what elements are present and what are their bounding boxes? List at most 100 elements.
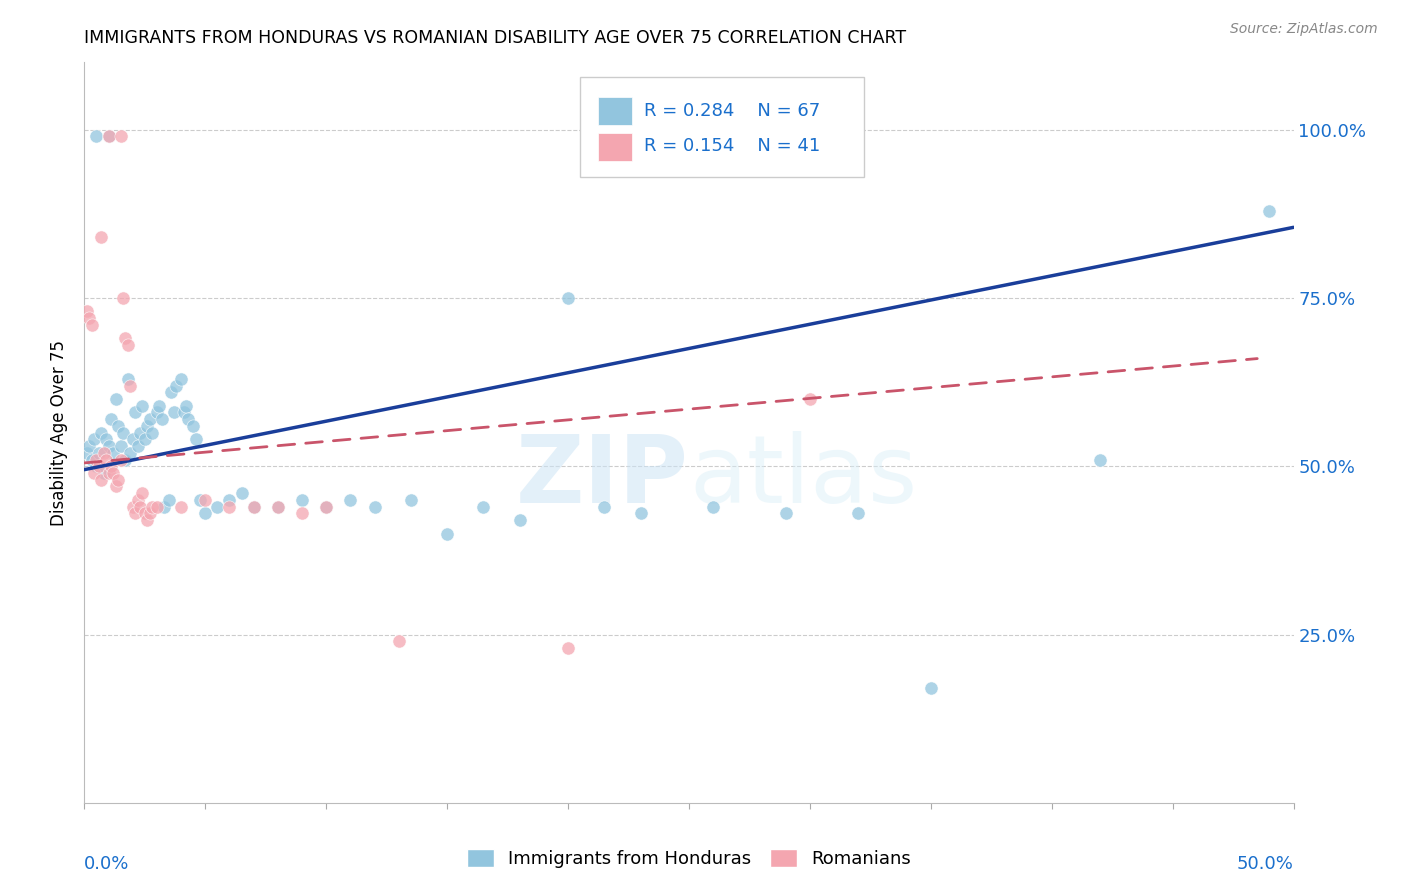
Text: 50.0%: 50.0% [1237, 855, 1294, 872]
Point [160, 385, 183, 400]
Point [1258, 203, 1281, 218]
Text: Source: ZipAtlas.com: Source: ZipAtlas.com [1230, 22, 1378, 37]
Point [110, 129, 132, 144]
Point [127, 439, 149, 453]
Point [134, 507, 156, 521]
Point [107, 418, 129, 433]
Text: 0.0%: 0.0% [84, 855, 129, 872]
Point [150, 412, 173, 426]
Point [90, 230, 112, 244]
Point [920, 681, 942, 696]
Point [110, 439, 132, 453]
Point [509, 513, 531, 527]
Point [97, 129, 120, 144]
Point [107, 473, 129, 487]
Point [129, 425, 152, 440]
Point [170, 372, 193, 386]
Point [339, 492, 361, 507]
Point [80, 452, 103, 467]
Point [104, 479, 127, 493]
Point [165, 378, 187, 392]
Point [267, 500, 290, 514]
Point [194, 492, 217, 507]
Point [242, 500, 264, 514]
Point [117, 372, 139, 386]
Point [131, 399, 153, 413]
Point [194, 507, 217, 521]
Point [86, 459, 108, 474]
Point [388, 634, 411, 648]
Point [134, 433, 156, 447]
Point [86, 452, 108, 467]
Point [173, 405, 195, 419]
Point [97, 439, 120, 453]
Point [114, 452, 136, 467]
Point [184, 433, 207, 447]
Point [120, 446, 142, 460]
Point [136, 418, 159, 433]
Point [163, 405, 186, 419]
Point [291, 492, 314, 507]
Point [114, 331, 136, 345]
Point [170, 500, 193, 514]
Point [181, 418, 204, 433]
Point [472, 500, 495, 514]
Point [112, 425, 135, 440]
Point [363, 500, 385, 514]
Point [110, 452, 132, 467]
Point [131, 486, 153, 500]
Point [83, 466, 105, 480]
Point [138, 507, 160, 521]
Point [399, 492, 422, 507]
Point [557, 640, 579, 655]
Text: R = 0.154    N = 41: R = 0.154 N = 41 [644, 137, 821, 155]
Legend: Immigrants from Honduras, Romanians: Immigrants from Honduras, Romanians [460, 841, 918, 875]
Point [77, 311, 100, 326]
Point [90, 473, 112, 487]
Point [93, 446, 115, 460]
Point [112, 291, 135, 305]
Point [94, 433, 117, 447]
Point [80, 318, 103, 332]
Point [120, 378, 142, 392]
Point [148, 399, 170, 413]
Point [630, 507, 652, 521]
Point [846, 507, 869, 521]
Point [593, 500, 616, 514]
Point [129, 500, 152, 514]
Point [97, 466, 120, 480]
Point [97, 129, 120, 144]
Point [436, 526, 458, 541]
Point [231, 486, 253, 500]
Point [124, 405, 146, 419]
Point [218, 500, 240, 514]
Point [146, 405, 169, 419]
Point [218, 492, 240, 507]
Point [124, 507, 146, 521]
Point [100, 412, 122, 426]
Text: ZIP: ZIP [516, 431, 689, 523]
Point [141, 425, 163, 440]
Point [557, 291, 579, 305]
Point [174, 399, 197, 413]
Y-axis label: Disability Age Over 75: Disability Age Over 75 [51, 340, 69, 525]
Text: atlas: atlas [689, 431, 917, 523]
Point [100, 459, 122, 474]
Point [141, 500, 163, 514]
Point [138, 412, 160, 426]
Point [104, 392, 127, 406]
Point [90, 425, 112, 440]
Point [76, 304, 98, 318]
Point [146, 500, 169, 514]
Point [121, 433, 143, 447]
Point [702, 500, 724, 514]
Point [127, 492, 149, 507]
Point [242, 500, 264, 514]
Point [207, 500, 229, 514]
FancyBboxPatch shape [599, 97, 633, 126]
Point [315, 500, 337, 514]
Point [153, 500, 176, 514]
Point [117, 338, 139, 352]
Point [86, 129, 108, 144]
Point [267, 500, 290, 514]
